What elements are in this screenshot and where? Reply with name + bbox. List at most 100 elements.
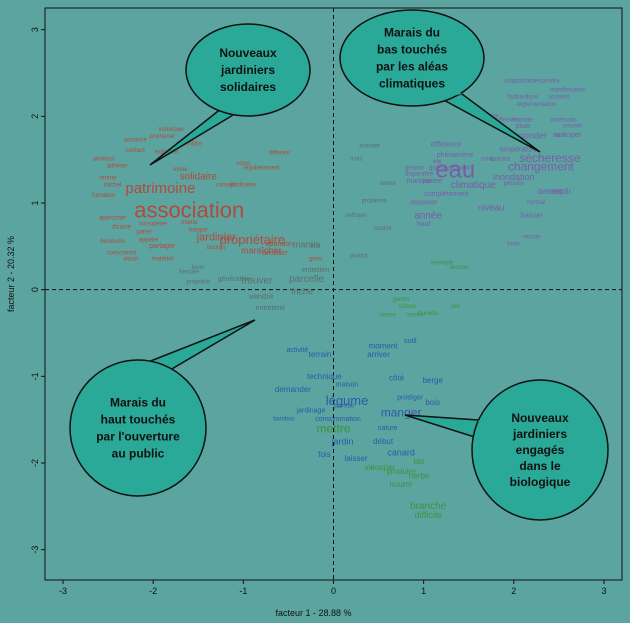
- word-label: rentrer: [99, 176, 117, 182]
- word-label: terrain: [309, 350, 332, 359]
- y-tick-label: 3: [30, 27, 40, 32]
- word-label: association: [134, 197, 244, 222]
- word-label: nettoyer: [345, 213, 367, 219]
- word-label: promener: [149, 134, 175, 140]
- x-tick-label: -3: [59, 586, 67, 596]
- word-label: hiver: [507, 242, 520, 248]
- word-label: réglementation: [517, 102, 557, 108]
- word-label: arriver: [367, 350, 390, 359]
- word-label: adaptation: [504, 79, 532, 85]
- word-label: nature: [378, 425, 398, 432]
- word-label: moment: [369, 342, 399, 351]
- word-label: laisser: [344, 454, 367, 463]
- word-label: contact: [125, 148, 145, 154]
- x-tick-label: -1: [239, 586, 247, 596]
- word-label: jardinage: [296, 408, 326, 415]
- word-label: changement: [508, 160, 575, 174]
- word-label: trouver: [241, 276, 273, 287]
- word-label: creuser: [562, 124, 582, 130]
- word-label: humide: [418, 311, 438, 317]
- word-label: rendre: [406, 313, 424, 319]
- word-label: différent: [269, 151, 291, 157]
- word-label: hydraulique: [507, 94, 539, 100]
- y-tick-label: 1: [30, 200, 40, 205]
- word-label: individuel: [159, 127, 184, 133]
- word-label: fumation: [92, 193, 115, 199]
- word-label: garder: [392, 297, 409, 303]
- word-label: climatique: [451, 180, 496, 191]
- word-label: matériel: [152, 256, 173, 262]
- word-label: membre: [176, 141, 202, 148]
- word-label: américain: [550, 118, 576, 124]
- bubble-nouveaux-jardiniers-solidaires: Nouveaux jardiniers solidaires: [149, 23, 311, 166]
- word-label: côté: [389, 374, 405, 383]
- word-label: mois: [350, 157, 363, 163]
- bubble-line: jardiniers: [220, 63, 275, 77]
- word-label: mettre: [316, 421, 350, 435]
- word-label: sec: [451, 304, 460, 310]
- bubble-line: haut touchés: [101, 413, 176, 427]
- bubble-line: Nouveaux: [219, 46, 277, 60]
- x-tick-label: 2: [511, 586, 516, 596]
- word-label: bourgo: [207, 245, 226, 251]
- word-label: soutenir: [548, 94, 569, 100]
- word-label: difficile: [414, 510, 441, 520]
- word-label: souci: [236, 161, 250, 167]
- x-axis-label: facteur 1 - 28.88 %: [275, 608, 351, 618]
- word-label: louer: [192, 265, 205, 271]
- word-label: propriétaire: [219, 232, 285, 247]
- bubble-marais-du-bas: Marais du bas touchés par les aléas climati…: [339, 9, 541, 153]
- bubble-tail: [404, 414, 486, 442]
- word-label: haut: [417, 221, 431, 228]
- y-tick-label: -3: [30, 546, 40, 554]
- x-tick-label: 3: [601, 586, 606, 596]
- word-label: approcher: [99, 216, 126, 222]
- word-label: poireau: [334, 404, 354, 410]
- word-label: parler: [137, 229, 152, 235]
- word-label: technique: [307, 372, 342, 381]
- y-tick-label: -1: [30, 372, 40, 380]
- word-label: maison: [336, 382, 359, 389]
- bubble-line: Nouveaux: [511, 411, 569, 425]
- word-label: friche: [291, 286, 313, 296]
- word-label: phénomène: [437, 152, 474, 159]
- word-label: gestion: [405, 165, 424, 171]
- word-label: couper: [371, 463, 396, 472]
- word-label: annonce: [124, 138, 148, 144]
- word-label: légume: [326, 393, 369, 408]
- word-label: manque: [407, 178, 432, 185]
- word-label: nourrir: [390, 480, 413, 489]
- word-label: solidaire: [180, 172, 218, 183]
- bubble-line: au public: [112, 447, 165, 461]
- word-label: vendre: [249, 292, 274, 301]
- word-label: différence: [431, 141, 462, 148]
- word-label: jardinier: [196, 232, 236, 244]
- word-label: branche: [410, 501, 447, 512]
- word-label: disparaître: [405, 171, 434, 177]
- x-tick-label: 0: [331, 586, 336, 596]
- word-label: adhérer: [107, 164, 128, 170]
- word-label: régulièrement: [243, 165, 280, 171]
- word-label: dizaine: [112, 224, 132, 230]
- bubble-line: engagés: [516, 443, 565, 457]
- word-label: mairie: [181, 220, 198, 226]
- word-label: propriété: [186, 280, 210, 286]
- word-label: marais: [293, 240, 321, 250]
- word-label: fois: [318, 450, 330, 459]
- y-axis-label: facteur 2 - 20.32 %: [6, 236, 16, 312]
- bubble-marais-du-haut: Marais du haut touchés par l'ouverture au p…: [69, 319, 256, 497]
- word-label: gens: [309, 256, 322, 262]
- word-label: exemple: [430, 261, 453, 267]
- word-label: inonder: [517, 130, 547, 140]
- word-label: mm: [553, 132, 565, 139]
- y-tick-label: 2: [30, 114, 40, 119]
- bubble-line: biologique: [510, 475, 571, 489]
- word-label: réchauffement: [481, 118, 520, 124]
- word-label: abandon: [266, 241, 293, 248]
- word-label: complètement: [424, 191, 468, 198]
- word-label: question: [428, 165, 455, 172]
- word-label: manifestation: [550, 87, 586, 93]
- word-label: outil: [404, 338, 417, 345]
